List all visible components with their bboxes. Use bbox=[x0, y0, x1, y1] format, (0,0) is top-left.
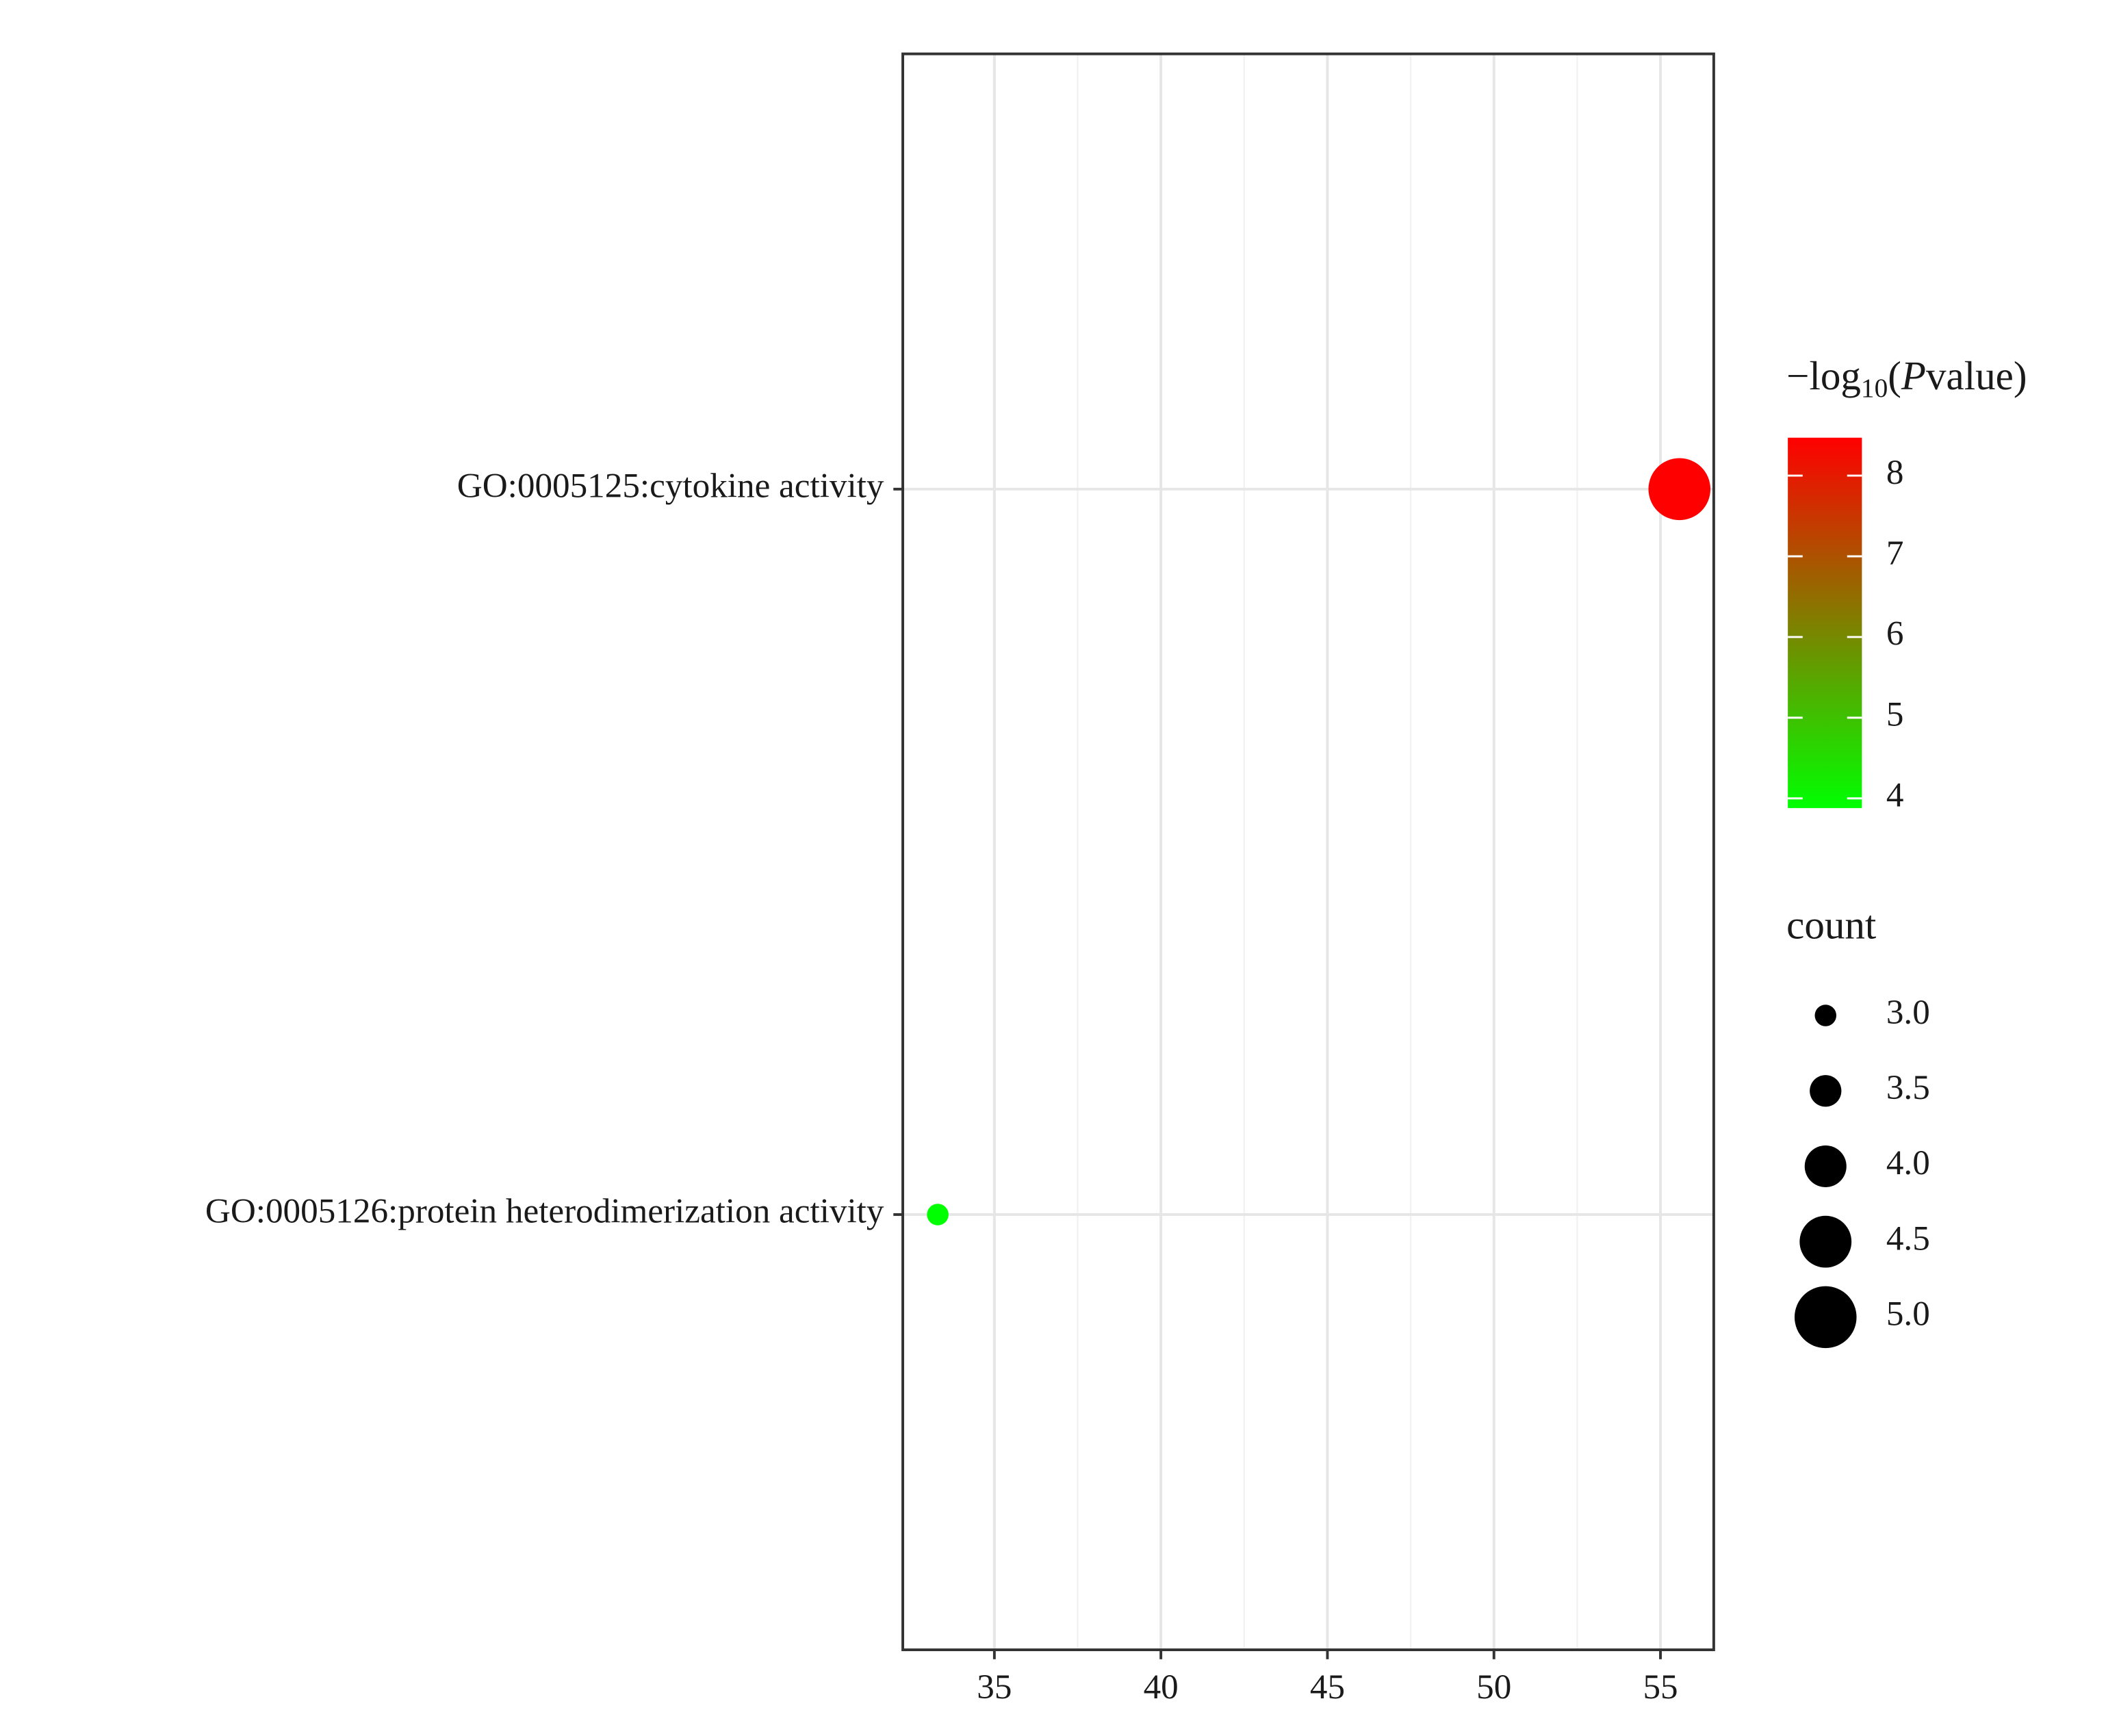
color-tick-label: 4 bbox=[1886, 776, 1904, 815]
dot bbox=[1648, 458, 1711, 521]
color-tick-label: 8 bbox=[1886, 453, 1904, 492]
title-part: 10 bbox=[1861, 373, 1888, 403]
color-tick-label: 7 bbox=[1886, 534, 1904, 573]
size-key bbox=[1799, 1215, 1852, 1268]
size-tick-label: 4.0 bbox=[1886, 1143, 1930, 1182]
panel-border bbox=[901, 52, 1715, 1652]
x-tick-label: 35 bbox=[977, 1668, 1012, 1707]
size-key bbox=[1810, 1075, 1842, 1107]
title-part: P bbox=[1901, 353, 1926, 398]
size-legend-title: count bbox=[1786, 903, 1877, 948]
size-key bbox=[1804, 1145, 1847, 1187]
title-part: value) bbox=[1926, 353, 2027, 398]
y-tick-label: GO:0005126:protein heterodimerization ac… bbox=[205, 1192, 884, 1231]
x-tick-label: 55 bbox=[1643, 1668, 1678, 1707]
size-key bbox=[1794, 1286, 1857, 1349]
size-tick-label: 5.0 bbox=[1886, 1295, 1930, 1334]
size-tick-label: 4.5 bbox=[1886, 1219, 1930, 1258]
size-tick-label: 3.0 bbox=[1886, 993, 1930, 1032]
x-tick-label: 45 bbox=[1310, 1668, 1345, 1707]
size-key bbox=[1814, 1005, 1837, 1026]
x-tick-label: 50 bbox=[1476, 1668, 1511, 1707]
dot bbox=[927, 1204, 949, 1226]
title-part: ( bbox=[1888, 353, 1901, 398]
color-legend-title: −log10(Pvalue) bbox=[1786, 353, 2027, 403]
title-part: −log bbox=[1786, 353, 1861, 398]
size-tick-label: 3.5 bbox=[1886, 1068, 1930, 1107]
color-bar bbox=[1788, 437, 1862, 808]
color-tick-label: 6 bbox=[1886, 614, 1904, 653]
x-tick-label: 40 bbox=[1144, 1668, 1179, 1707]
y-tick-label: GO:0005125:cytokine activity bbox=[457, 467, 884, 506]
color-tick-label: 5 bbox=[1886, 695, 1904, 734]
